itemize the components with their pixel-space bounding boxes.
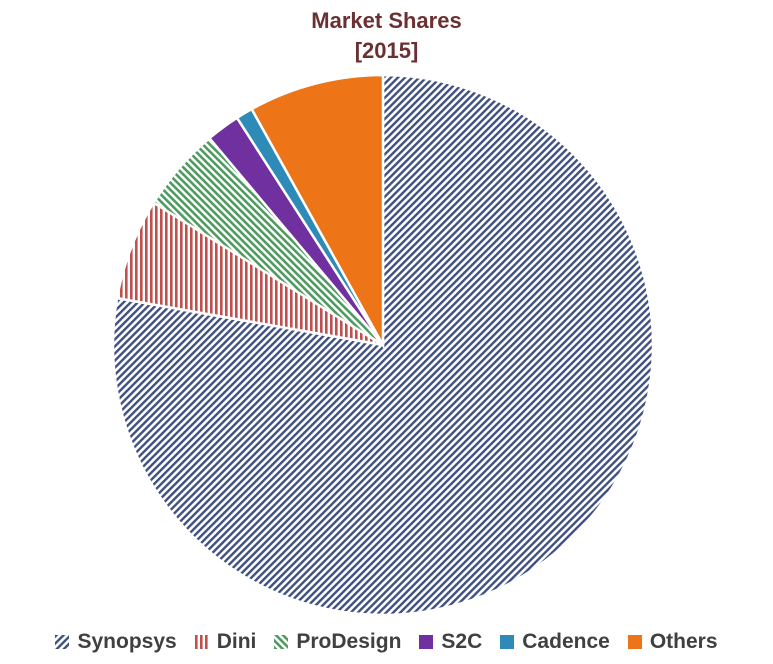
chart-title: Market Shares [2015] [0,6,773,66]
legend-item-prodesign: ProDesign [274,630,401,654]
legend-swatch [419,635,434,649]
chart-title-sub: [2015] [354,38,419,63]
legend-item-others: Others [627,630,718,654]
legend-swatch [274,635,289,649]
legend-item-dini: Dini [194,630,257,654]
legend-item-cadence: Cadence [500,630,610,654]
pie-slices [111,73,655,617]
legend-label: Others [649,630,718,653]
legend-swatch [194,635,209,649]
legend-label: Cadence [522,630,610,653]
legend-label: Dini [216,630,257,653]
chart-title-main: Market Shares [311,8,462,33]
legend-label: S2C [441,630,483,653]
legend-swatch [627,635,642,649]
legend-swatch [500,635,515,649]
pie-slice-others [250,73,385,350]
legend-swatch [55,635,70,649]
legend-item-synopsys: Synopsys [55,630,177,654]
legend-item-s2c: S2C [419,630,482,654]
chart-legend: Synopsys Dini ProDesign S2C Cadence Others [0,630,773,654]
pie-chart [111,73,655,617]
legend-label: ProDesign [296,630,402,653]
legend-label: Synopsys [77,630,177,653]
